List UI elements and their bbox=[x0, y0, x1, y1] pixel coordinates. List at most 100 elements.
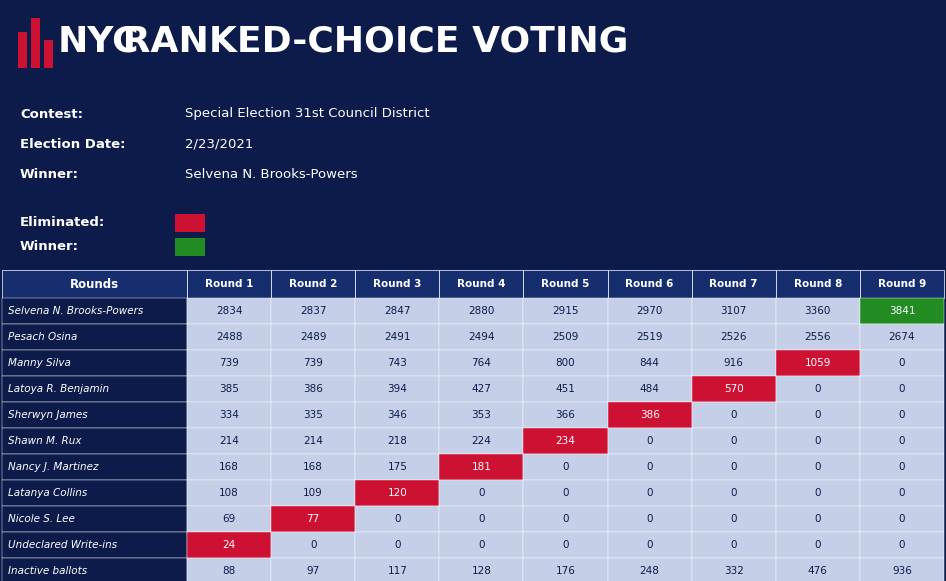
Text: 386: 386 bbox=[304, 384, 324, 394]
Text: NYC: NYC bbox=[58, 24, 139, 58]
Text: Sherwyn James: Sherwyn James bbox=[8, 410, 88, 420]
Text: 108: 108 bbox=[219, 488, 239, 498]
Text: 234: 234 bbox=[555, 436, 575, 446]
Text: 248: 248 bbox=[639, 566, 659, 576]
Text: 2489: 2489 bbox=[300, 332, 326, 342]
Text: 2491: 2491 bbox=[384, 332, 411, 342]
Text: Latoya R. Benjamin: Latoya R. Benjamin bbox=[8, 384, 109, 394]
Bar bbox=[272, 506, 355, 532]
Bar bbox=[187, 532, 272, 558]
Bar bbox=[439, 558, 523, 581]
Bar bbox=[860, 506, 944, 532]
Text: Nancy J. Martinez: Nancy J. Martinez bbox=[8, 462, 98, 472]
Text: 2674: 2674 bbox=[888, 332, 915, 342]
Text: Round 8: Round 8 bbox=[794, 279, 842, 289]
Text: 168: 168 bbox=[304, 462, 324, 472]
Bar bbox=[2, 376, 187, 402]
Bar bbox=[523, 532, 607, 558]
Text: 0: 0 bbox=[899, 384, 905, 394]
Text: 0: 0 bbox=[646, 540, 653, 550]
Bar bbox=[187, 298, 272, 324]
Text: 764: 764 bbox=[471, 358, 491, 368]
Bar bbox=[2, 454, 187, 480]
Bar bbox=[272, 324, 355, 350]
Bar bbox=[2, 480, 187, 506]
Text: 0: 0 bbox=[815, 514, 821, 524]
Text: 181: 181 bbox=[471, 462, 491, 472]
Bar bbox=[607, 558, 692, 581]
Text: 476: 476 bbox=[808, 566, 828, 576]
Text: 0: 0 bbox=[899, 514, 905, 524]
Bar bbox=[272, 298, 355, 324]
Text: 366: 366 bbox=[555, 410, 575, 420]
Text: 2880: 2880 bbox=[468, 306, 495, 316]
Bar bbox=[607, 454, 692, 480]
Text: Shawn M. Rux: Shawn M. Rux bbox=[8, 436, 81, 446]
Bar bbox=[2, 558, 187, 581]
Bar bbox=[776, 532, 860, 558]
Bar bbox=[31, 18, 40, 68]
Bar bbox=[439, 376, 523, 402]
Text: 0: 0 bbox=[478, 488, 484, 498]
Bar bbox=[692, 480, 776, 506]
Bar bbox=[776, 558, 860, 581]
Text: 77: 77 bbox=[307, 514, 320, 524]
Text: 0: 0 bbox=[562, 462, 569, 472]
Text: 3107: 3107 bbox=[721, 306, 747, 316]
Bar bbox=[18, 32, 27, 68]
Bar bbox=[2, 324, 187, 350]
Text: 936: 936 bbox=[892, 566, 912, 576]
Text: 0: 0 bbox=[899, 436, 905, 446]
Text: Round 3: Round 3 bbox=[373, 279, 422, 289]
Bar bbox=[175, 238, 205, 256]
Text: 120: 120 bbox=[388, 488, 407, 498]
Bar bbox=[776, 428, 860, 454]
Bar bbox=[175, 214, 205, 232]
Text: 0: 0 bbox=[394, 540, 400, 550]
Text: 0: 0 bbox=[815, 436, 821, 446]
Bar bbox=[355, 480, 439, 506]
Bar bbox=[272, 402, 355, 428]
Bar bbox=[355, 376, 439, 402]
Bar bbox=[439, 428, 523, 454]
Bar bbox=[187, 402, 272, 428]
Bar bbox=[2, 402, 187, 428]
Bar bbox=[860, 270, 944, 298]
Bar bbox=[607, 402, 692, 428]
Bar bbox=[439, 532, 523, 558]
Text: 88: 88 bbox=[222, 566, 236, 576]
Text: 0: 0 bbox=[899, 540, 905, 550]
Text: Special Election 31st Council District: Special Election 31st Council District bbox=[185, 107, 429, 120]
Text: 0: 0 bbox=[815, 540, 821, 550]
Text: Selvena N. Brooks-Powers: Selvena N. Brooks-Powers bbox=[185, 167, 358, 181]
Text: Pesach Osina: Pesach Osina bbox=[8, 332, 78, 342]
Bar bbox=[776, 270, 860, 298]
Bar bbox=[692, 428, 776, 454]
Text: Round 7: Round 7 bbox=[710, 279, 758, 289]
Bar bbox=[355, 350, 439, 376]
Text: 168: 168 bbox=[219, 462, 239, 472]
Bar bbox=[776, 376, 860, 402]
Text: 2847: 2847 bbox=[384, 306, 411, 316]
Text: 0: 0 bbox=[310, 540, 316, 550]
Bar bbox=[187, 454, 272, 480]
Text: 451: 451 bbox=[555, 384, 575, 394]
Bar bbox=[860, 376, 944, 402]
Text: 385: 385 bbox=[219, 384, 239, 394]
Bar bbox=[523, 506, 607, 532]
Bar bbox=[187, 270, 272, 298]
Text: 334: 334 bbox=[219, 410, 239, 420]
Bar bbox=[860, 298, 944, 324]
Bar bbox=[607, 480, 692, 506]
Bar bbox=[860, 480, 944, 506]
Bar bbox=[776, 324, 860, 350]
Bar bbox=[523, 270, 607, 298]
Bar bbox=[2, 506, 187, 532]
Bar bbox=[439, 480, 523, 506]
Text: 0: 0 bbox=[899, 488, 905, 498]
Text: Rounds: Rounds bbox=[70, 278, 119, 290]
Bar bbox=[607, 270, 692, 298]
Text: 0: 0 bbox=[646, 514, 653, 524]
Bar bbox=[2, 298, 187, 324]
Text: 916: 916 bbox=[724, 358, 744, 368]
